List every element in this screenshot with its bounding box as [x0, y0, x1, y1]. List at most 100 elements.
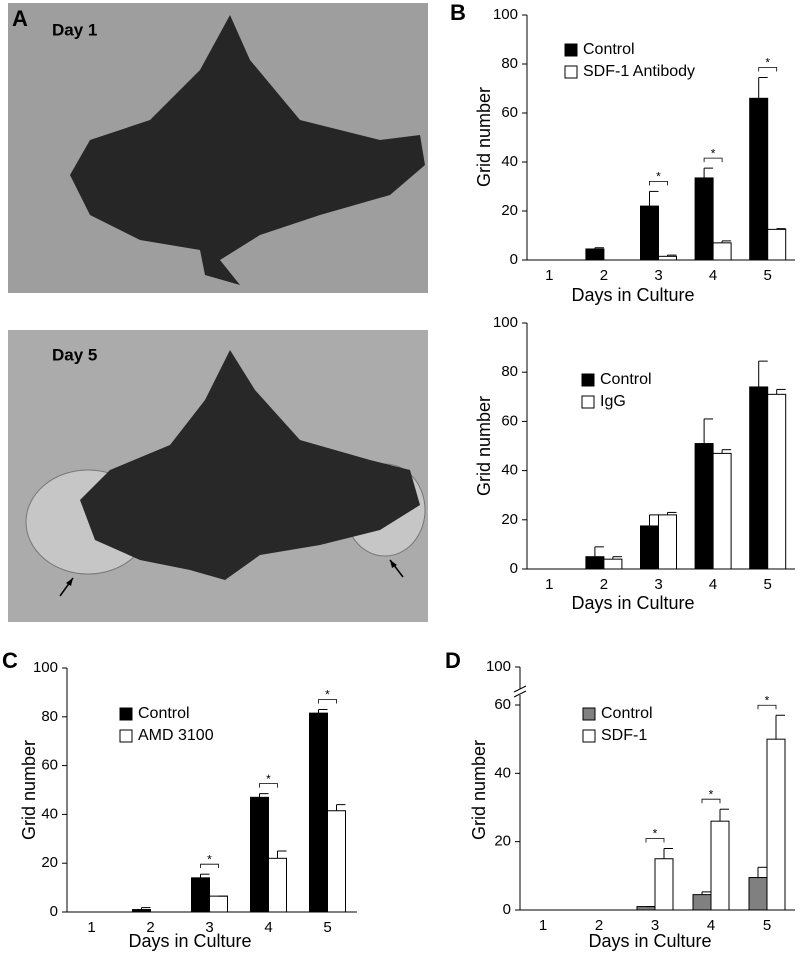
bar [640, 205, 659, 261]
legend-swatch [564, 65, 578, 79]
bar [712, 452, 732, 570]
bar [767, 393, 787, 570]
y-axis-title: Grid number [19, 740, 39, 840]
y-tick-label: 60 [41, 757, 58, 774]
y-tick-label: 80 [501, 363, 518, 380]
photo-day5 [8, 330, 428, 622]
arrow-head [390, 560, 397, 568]
y-tick-label: 0 [503, 901, 511, 918]
bar [191, 877, 210, 913]
x-tick-label: 2 [595, 917, 603, 934]
x-axis-title: Days in Culture [128, 931, 251, 951]
y-tick-label: 20 [501, 202, 518, 219]
y-tick-label: 0 [510, 251, 518, 268]
legend-swatch [564, 43, 578, 57]
y-tick-label: 40 [494, 764, 511, 781]
y-tick-label: 60 [501, 104, 518, 121]
bar [694, 177, 714, 261]
x-tick-label: 1 [539, 917, 547, 934]
significance-label: * [765, 56, 770, 70]
significance-label: * [653, 827, 658, 841]
y-tick-label: 20 [41, 854, 58, 871]
significance-bracket [200, 863, 219, 869]
photo-day1 [8, 3, 428, 293]
x-tick-label: 5 [323, 919, 331, 936]
significance-label: * [709, 787, 714, 801]
bar [749, 97, 769, 261]
tissue [80, 350, 420, 580]
y-tick-label: 40 [501, 153, 518, 170]
significance-bracket [645, 838, 665, 843]
bar [767, 228, 787, 261]
y-tick-label: 20 [501, 511, 518, 528]
legend-swatch [581, 373, 595, 387]
panel-label: C [2, 648, 18, 673]
y-tick-label: 60 [501, 412, 518, 429]
x-tick-label: 1 [87, 919, 95, 936]
axis-break [513, 685, 527, 693]
panel-label: A [12, 6, 28, 31]
y-tick-label: 100 [486, 658, 511, 675]
legend-swatch [582, 729, 596, 743]
x-tick-label: 1 [545, 576, 553, 593]
axis-break [513, 690, 527, 698]
significance-bracket [757, 704, 777, 710]
bar [658, 255, 677, 261]
bar [654, 858, 674, 911]
x-tick-label: 2 [146, 919, 154, 936]
y-tick-label: 100 [493, 6, 518, 23]
bar [585, 248, 605, 261]
bar [712, 242, 732, 261]
legend-swatch [581, 395, 595, 409]
y-tick-label: 0 [50, 903, 58, 920]
x-tick-label: 4 [709, 267, 717, 284]
x-tick-label: 5 [764, 576, 772, 593]
x-tick-label: 2 [600, 576, 608, 593]
legend-label: SDF-1 [601, 727, 647, 744]
y-tick-label: 40 [41, 805, 58, 822]
bar [749, 386, 769, 570]
bar [132, 909, 151, 913]
significance-bracket [318, 699, 337, 704]
x-tick-label: 3 [205, 919, 213, 936]
legend-swatch [119, 707, 133, 721]
y-tick-label: 60 [494, 696, 511, 713]
y-tick-label: 100 [33, 659, 58, 676]
bar [250, 796, 269, 913]
bar [710, 820, 730, 911]
legend-label: Control [600, 371, 652, 388]
legend-label: Control [138, 705, 190, 722]
y-tick-label: 80 [41, 708, 58, 725]
axis-break-gap [514, 689, 526, 695]
significance-label: * [765, 693, 770, 707]
bar [309, 712, 328, 913]
y-tick-label: 100 [493, 314, 518, 331]
bar [636, 906, 656, 911]
photo-label: Day 1 [52, 20, 97, 39]
bar [603, 558, 623, 570]
legend-swatch [119, 729, 133, 743]
arrow-head [66, 578, 73, 586]
bar [748, 877, 768, 911]
bar [209, 895, 228, 913]
x-tick-label: 4 [264, 919, 272, 936]
significance-bracket [701, 798, 721, 804]
tissue [70, 15, 425, 285]
significance-bracket [649, 181, 668, 186]
significance-bracket [703, 157, 723, 163]
significance-bracket [758, 67, 778, 72]
panel-label: D [445, 648, 461, 673]
y-tick-label: 80 [501, 55, 518, 72]
bar [327, 810, 346, 913]
significance-label: * [656, 170, 661, 184]
y-tick-label: 20 [494, 833, 511, 850]
bar [694, 443, 714, 570]
x-tick-label: 1 [545, 267, 553, 284]
legend-label: AMD 3100 [138, 727, 214, 744]
bar [692, 894, 712, 911]
significance-label: * [325, 688, 330, 702]
photo-label: Day 5 [52, 345, 97, 364]
legend-label: SDF-1 Antibody [583, 63, 695, 80]
x-tick-label: 3 [654, 267, 662, 284]
